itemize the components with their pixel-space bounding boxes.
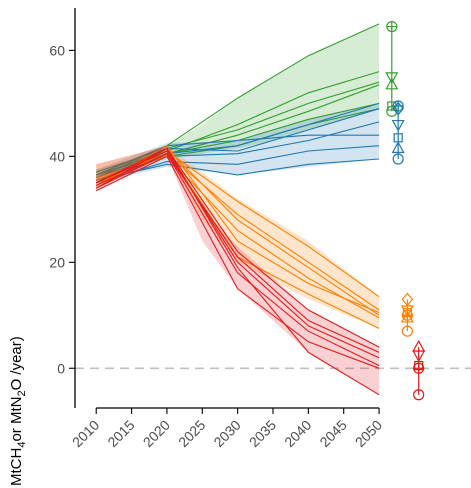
series-line-1-4 xyxy=(96,158,380,181)
y-tick-label-20: 20 xyxy=(49,254,65,270)
end-marker-0-0 xyxy=(386,21,398,33)
series-line-2-3 xyxy=(96,155,380,319)
range-band-0 xyxy=(96,23,380,181)
plot-area xyxy=(75,21,471,401)
x-tick-label-2025: 2025 xyxy=(175,417,208,450)
x-tick-label-2010: 2010 xyxy=(69,417,102,450)
series-line-3-2 xyxy=(95,152,380,367)
y-axis-title-part: or MtN xyxy=(8,397,25,442)
end-marker-1-2 xyxy=(391,119,405,132)
end-marker-1-5 xyxy=(392,153,404,165)
series-line-3-3 xyxy=(95,155,380,369)
y-tick-label-60: 60 xyxy=(49,42,65,58)
series-line-3-1 xyxy=(95,150,380,359)
x-tick-label-2030: 2030 xyxy=(210,417,243,450)
y-axis-title-subscript: 4 xyxy=(16,442,28,448)
x-tick-label-2020: 2020 xyxy=(140,417,173,450)
end-marker-1-1 xyxy=(392,101,404,116)
y-tick-label-40: 40 xyxy=(49,148,65,164)
y-tick-label-0: 0 xyxy=(57,360,65,376)
series-line-2-2 xyxy=(95,147,380,316)
series-line-2-1 xyxy=(96,153,380,311)
end-marker-2-4 xyxy=(400,310,414,323)
x-tick-label-2040: 2040 xyxy=(281,417,314,450)
x-tick-label-2050: 2050 xyxy=(352,417,385,450)
x-tick-label-2015: 2015 xyxy=(104,417,137,450)
range-band-1 xyxy=(96,103,380,183)
y-axis-title-part: MtCH xyxy=(8,448,25,486)
x-tick-label-2045: 2045 xyxy=(316,417,349,450)
series-line-1-0 xyxy=(95,108,380,179)
range-band-2 xyxy=(96,145,380,329)
end-marker-3-4 xyxy=(413,389,425,401)
x-tick-label-2035: 2035 xyxy=(246,417,279,450)
end-marker-2-5 xyxy=(401,325,413,337)
end-marker-1-4 xyxy=(391,141,405,153)
end-marker-3-3 xyxy=(413,362,425,374)
end-marker-0-1 xyxy=(385,72,399,85)
series-line-2-5 xyxy=(95,144,380,314)
y-axis-title-subscript: 2 xyxy=(16,390,28,396)
series-line-0-3 xyxy=(96,81,380,173)
series-line-3-4 xyxy=(95,147,380,396)
series-line-3-5 xyxy=(95,152,380,353)
series-line-1-3 xyxy=(96,145,380,184)
series-line-1-2 xyxy=(95,134,380,176)
end-marker-3-1 xyxy=(412,350,426,363)
range-band-3 xyxy=(96,145,380,395)
y-axis-title-part: O /year) xyxy=(8,336,25,390)
end-marker-0-2 xyxy=(385,77,399,90)
y-axis-title: MtCH4or MtN2O /year) xyxy=(8,336,28,486)
